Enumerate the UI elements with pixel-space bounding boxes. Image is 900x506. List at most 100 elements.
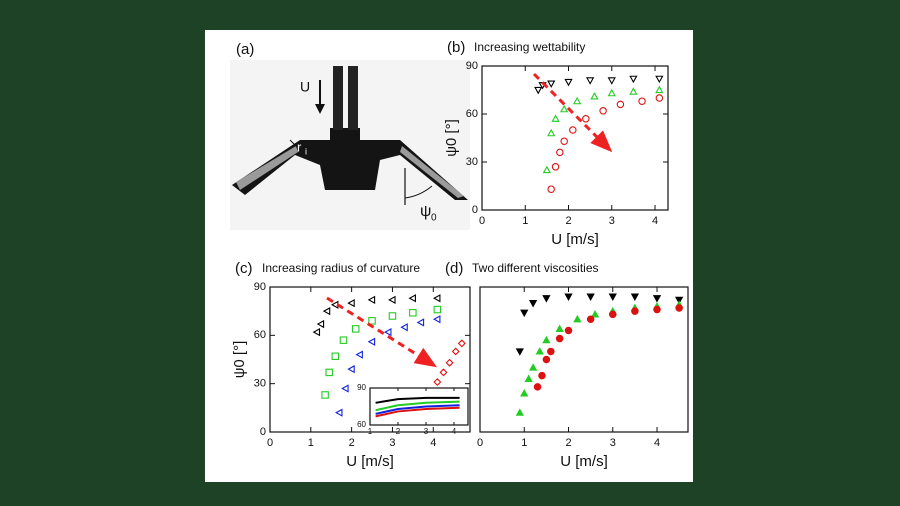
trend-arrowhead xyxy=(590,130,613,153)
x-axis-label: U [m/s] xyxy=(560,453,608,470)
data-point xyxy=(520,389,529,397)
panel-label: (d) xyxy=(445,260,463,277)
y-tick-label: 90 xyxy=(466,60,478,72)
data-point xyxy=(608,293,617,301)
data-point xyxy=(433,305,442,314)
data-point xyxy=(547,185,555,193)
data-point xyxy=(547,80,556,88)
x-tick-label: 2 xyxy=(349,437,355,449)
data-point xyxy=(524,374,533,382)
data-point xyxy=(629,75,638,84)
data-point xyxy=(368,317,376,325)
radius-subscript: i xyxy=(305,146,307,156)
data-point xyxy=(367,295,376,305)
x-axis-label: U [m/s] xyxy=(551,231,599,248)
data-point xyxy=(582,115,590,123)
data-point xyxy=(322,307,331,316)
data-point xyxy=(520,309,529,318)
chart-title: Increasing radius of curvature xyxy=(262,261,420,275)
x-tick-label: 2 xyxy=(565,215,571,227)
data-point xyxy=(599,107,607,115)
data-point xyxy=(339,336,348,344)
data-point xyxy=(573,96,582,105)
data-point xyxy=(556,148,564,157)
data-point xyxy=(535,347,544,355)
panel-label: (a) xyxy=(236,41,254,58)
x-tick-label: 4 xyxy=(452,427,457,436)
data-point xyxy=(607,77,616,85)
data-point xyxy=(655,94,664,102)
y-tick-label: 30 xyxy=(466,156,478,168)
data-point xyxy=(416,318,425,327)
x-tick-label: 4 xyxy=(654,437,660,449)
series-line xyxy=(375,406,460,418)
photo xyxy=(230,60,470,230)
series-line xyxy=(375,404,460,415)
data-point xyxy=(528,363,538,371)
data-point xyxy=(534,86,543,95)
data-point xyxy=(655,75,664,84)
series-line xyxy=(375,400,460,412)
data-point xyxy=(555,334,564,343)
data-point xyxy=(564,293,573,301)
data-point xyxy=(629,87,638,95)
x-tick-label: 1 xyxy=(521,437,527,449)
data-point xyxy=(433,378,442,387)
data-point xyxy=(675,304,683,312)
trend-arrow xyxy=(326,296,433,366)
data-point xyxy=(515,408,524,416)
y-tick-label: 0 xyxy=(472,204,478,216)
x-tick-label: 0 xyxy=(479,215,485,227)
x-tick-label: 3 xyxy=(424,427,429,436)
data-point xyxy=(542,355,551,364)
data-point xyxy=(607,88,616,97)
y-axis-label: ψ0 [°] xyxy=(443,119,460,157)
data-point xyxy=(538,371,546,380)
data-point xyxy=(347,298,355,308)
data-point xyxy=(542,165,552,174)
data-point xyxy=(590,92,599,100)
data-point xyxy=(533,383,542,391)
y-tick-label: 90 xyxy=(254,281,266,293)
data-point xyxy=(542,335,551,344)
x-tick-label: 3 xyxy=(609,215,615,227)
data-point xyxy=(439,368,448,377)
y-tick-label: 60 xyxy=(254,329,266,341)
x-tick-label: 2 xyxy=(396,427,401,436)
data-point xyxy=(335,408,343,417)
data-point xyxy=(433,294,441,303)
data-point xyxy=(451,347,460,356)
data-point xyxy=(560,104,569,113)
data-point xyxy=(547,347,555,356)
angle-subscript: 0 xyxy=(431,213,437,224)
x-tick-label: 2 xyxy=(565,437,571,449)
data-point xyxy=(586,315,595,323)
x-tick-label: 3 xyxy=(389,437,395,449)
data-point xyxy=(630,293,640,301)
data-point xyxy=(445,358,454,367)
data-point xyxy=(457,339,466,348)
y-tick-label: 90 xyxy=(357,383,366,392)
x-tick-label: 0 xyxy=(477,437,483,449)
data-point xyxy=(631,307,639,315)
y-tick-label: 0 xyxy=(260,426,266,438)
data-point xyxy=(528,300,538,308)
data-point xyxy=(316,319,325,329)
data-point xyxy=(590,310,600,318)
data-point xyxy=(325,368,333,377)
data-point xyxy=(321,391,329,399)
panel-label: (c) xyxy=(235,260,253,277)
data-point xyxy=(638,97,646,105)
data-point xyxy=(400,323,408,332)
data-point xyxy=(355,350,363,359)
chart-title: Increasing wettability xyxy=(474,40,585,54)
x-tick-label: 4 xyxy=(652,215,658,227)
series-line xyxy=(375,396,460,404)
velocity-label: U xyxy=(300,79,310,95)
data-point xyxy=(569,126,577,134)
x-tick-label: 1 xyxy=(368,427,373,436)
data-point xyxy=(564,326,573,335)
data-point xyxy=(367,337,376,346)
data-point xyxy=(388,295,396,305)
angle-label: ψ xyxy=(420,203,431,220)
